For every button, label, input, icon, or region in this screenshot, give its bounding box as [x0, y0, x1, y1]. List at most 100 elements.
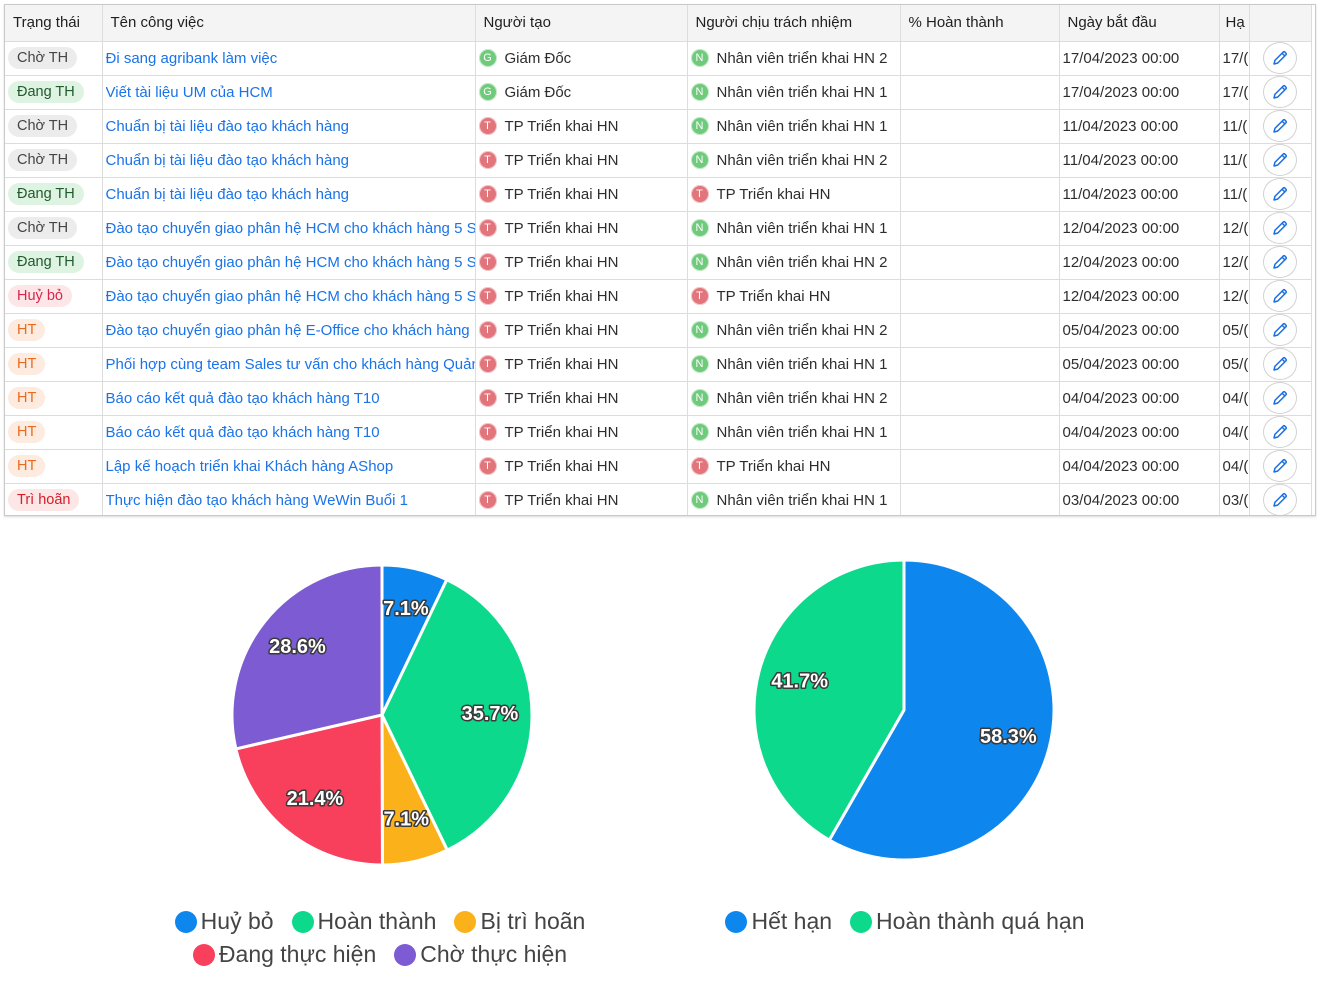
task-name-link[interactable]: Phối hợp cùng team Sales tư vấn cho khác…: [105, 355, 475, 373]
legend-item[interactable]: Hoàn thành: [291, 908, 436, 935]
end-date-cell: 11/(: [1219, 109, 1250, 144]
col-header-end-date[interactable]: Hạ: [1219, 5, 1250, 42]
task-name-cell: Chuẩn bị tài liệu đào tạo khách hàng: [102, 143, 476, 178]
action-cell: [1249, 415, 1312, 450]
end-date-cell: 12/(: [1219, 279, 1250, 314]
task-name-link[interactable]: Báo cáo kết quả đào tạo khách hàng T10: [105, 389, 380, 407]
task-name-link[interactable]: Viết tài liệu UM của HCM: [105, 83, 273, 101]
table-row[interactable]: Huỷ bỏ Đào tạo chuyển giao phân hệ HCM c…: [5, 279, 1312, 314]
pie-slice[interactable]: [380, 577, 534, 853]
edit-button[interactable]: [1263, 76, 1297, 108]
table-row[interactable]: HT Phối hợp cùng team Sales tư vấn cho k…: [5, 347, 1312, 382]
assignee-cell: T TP Triển khai HN: [687, 279, 901, 314]
task-name-link[interactable]: Đào tạo chuyển giao phân hệ E-Office cho…: [105, 321, 470, 339]
assignee-avatar: N: [690, 321, 709, 339]
edit-button[interactable]: [1263, 382, 1297, 414]
assignee-name: TP Triển khai HN: [716, 287, 831, 305]
col-header-assignee[interactable]: Người chịu trách nhiệm: [687, 5, 901, 42]
pie-data-label: 7.1%: [383, 598, 429, 620]
task-name-link[interactable]: Đào tạo chuyển giao phân hệ HCM cho khác…: [105, 253, 475, 271]
col-header-actions: [1249, 5, 1312, 42]
legend-dot-icon: [174, 910, 197, 933]
col-header-status[interactable]: Trạng thái: [5, 5, 103, 42]
start-date-cell: 11/04/2023 00:00: [1059, 177, 1220, 212]
table-row[interactable]: Đang TH Chuẩn bị tài liệu đào tạo khách …: [5, 177, 1312, 212]
creator-cell: T TP Triển khai HN: [475, 177, 688, 212]
table-row[interactable]: HT Lập kế hoạch triển khai Khách hàng AS…: [5, 449, 1312, 484]
creator-name: Giám Đốc: [504, 83, 572, 101]
pie-data-label: 21.4%: [287, 788, 344, 810]
task-name-link[interactable]: Đào tạo chuyển giao phân hệ HCM cho khác…: [105, 287, 475, 305]
edit-button[interactable]: [1263, 348, 1297, 380]
task-name-link[interactable]: Lập kế hoạch triển khai Khách hàng AShop: [105, 457, 394, 475]
legend-item[interactable]: Hết hạn: [725, 908, 832, 935]
creator-avatar: T: [478, 253, 497, 271]
task-name-link[interactable]: Chuẩn bị tài liệu đào tạo khách hàng: [105, 151, 350, 169]
action-cell: [1249, 381, 1312, 416]
creator-cell: G Giám Đốc: [475, 41, 688, 76]
legend-dot-icon: [291, 910, 314, 933]
edit-button[interactable]: [1263, 280, 1297, 312]
task-name-link[interactable]: Báo cáo kết quả đào tạo khách hàng T10: [105, 423, 380, 441]
pie-slice[interactable]: [230, 563, 384, 751]
assignee-avatar: N: [690, 117, 709, 135]
creator-cell: T TP Triển khai HN: [475, 483, 688, 515]
assignee-avatar: N: [690, 389, 709, 407]
legend-label: Đang thực hiện: [218, 941, 377, 967]
action-cell: [1249, 313, 1312, 348]
edit-button[interactable]: [1263, 450, 1297, 482]
legend-item[interactable]: Hoàn thành quá hạn: [850, 908, 1085, 935]
edit-button[interactable]: [1263, 42, 1297, 74]
action-cell: [1249, 347, 1312, 382]
col-header-percent[interactable]: % Hoàn thành: [900, 5, 1060, 42]
assignee-name: Nhân viên triển khai HN 1: [716, 117, 888, 135]
task-name-cell: Lập kế hoạch triển khai Khách hàng AShop: [102, 449, 476, 484]
percent-cell: [900, 449, 1060, 484]
table-row[interactable]: Đang TH Đào tạo chuyển giao phân hệ HCM …: [5, 245, 1312, 280]
table-row[interactable]: HT Đào tạo chuyển giao phân hệ E-Office …: [5, 313, 1312, 348]
edit-button[interactable]: [1263, 178, 1297, 210]
task-name-link[interactable]: Chuẩn bị tài liệu đào tạo khách hàng: [105, 185, 350, 203]
legend-item[interactable]: Bị trì hoãn: [454, 908, 585, 935]
legend-item[interactable]: Chờ thực hiện: [394, 941, 567, 968]
assignee-cell: N Nhân viên triển khai HN 1: [687, 211, 901, 246]
table-row[interactable]: HT Báo cáo kết quả đào tạo khách hàng T1…: [5, 415, 1312, 450]
table-row[interactable]: Chờ TH Đào tạo chuyển giao phân hệ HCM c…: [5, 211, 1312, 246]
table-row[interactable]: Chờ TH Chuẩn bị tài liệu đào tạo khách h…: [5, 143, 1312, 178]
legend-item[interactable]: Đang thực hiện: [192, 941, 377, 968]
task-name-link[interactable]: Thực hiện đào tạo khách hàng WeWin Buổi …: [105, 491, 408, 509]
status-cell: HT: [5, 415, 103, 450]
creator-name: TP Triển khai HN: [504, 355, 619, 373]
legend-item[interactable]: Huỷ bỏ: [174, 908, 274, 935]
edit-button[interactable]: [1263, 144, 1297, 176]
table-row[interactable]: Chờ TH Chuẩn bị tài liệu đào tạo khách h…: [5, 109, 1312, 144]
status-cell: Đang TH: [5, 245, 103, 280]
task-name-link[interactable]: Chuẩn bị tài liệu đào tạo khách hàng: [105, 117, 350, 135]
edit-button[interactable]: [1263, 484, 1297, 515]
table-row[interactable]: Trì hoãn Thực hiện đào tạo khách hàng We…: [5, 483, 1312, 515]
creator-name: TP Triển khai HN: [504, 321, 619, 339]
status-cell: HT: [5, 449, 103, 484]
legend-label: Chờ thực hiện: [420, 941, 568, 967]
percent-cell: [900, 75, 1060, 110]
col-header-start-date[interactable]: Ngày bắt đầu: [1059, 5, 1220, 42]
end-date-cell: 05/(: [1219, 313, 1250, 348]
pie-slice[interactable]: [234, 713, 384, 867]
col-header-creator[interactable]: Người tạo: [475, 5, 688, 42]
edit-button[interactable]: [1263, 212, 1297, 244]
task-name-link[interactable]: Đào tạo chuyển giao phân hệ HCM cho khác…: [105, 219, 475, 237]
table-row[interactable]: HT Báo cáo kết quả đào tạo khách hàng T1…: [5, 381, 1312, 416]
task-name-link[interactable]: Đi sang agribank làm việc: [105, 49, 278, 67]
col-header-name[interactable]: Tên công việc: [102, 5, 476, 42]
table-row[interactable]: Đang TH Viết tài liệu UM của HCM G Giám …: [5, 75, 1312, 110]
end-date-cell: 11/(: [1219, 177, 1250, 212]
status-cell: Huỷ bỏ: [5, 279, 103, 314]
edit-button[interactable]: [1263, 314, 1297, 346]
table-row[interactable]: Chờ TH Đi sang agribank làm việc G Giám …: [5, 41, 1312, 76]
edit-button[interactable]: [1263, 110, 1297, 142]
edit-button[interactable]: [1263, 246, 1297, 278]
pie-slice[interactable]: [827, 558, 1056, 862]
creator-name: Giám Đốc: [504, 49, 572, 67]
edit-button[interactable]: [1263, 416, 1297, 448]
pie-slice[interactable]: [752, 558, 906, 843]
